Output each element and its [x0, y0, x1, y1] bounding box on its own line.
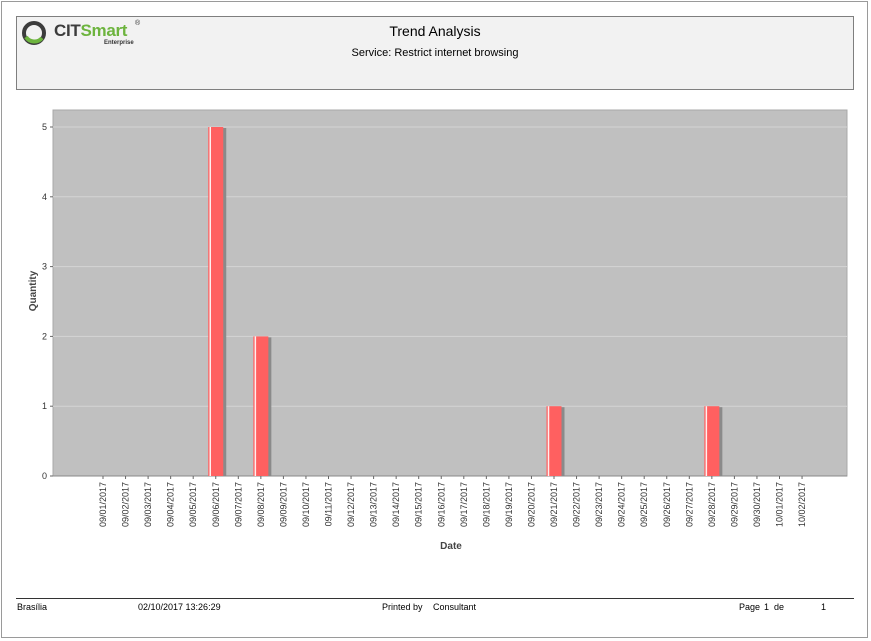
y-tick-label: 3	[42, 262, 47, 272]
y-tick-label: 2	[42, 331, 47, 341]
x-tick-label: 09/11/2017	[324, 482, 334, 526]
x-tick-label: 09/20/2017	[526, 482, 536, 527]
x-tick-label: 09/18/2017	[481, 482, 491, 527]
x-tick-label: 09/15/2017	[414, 482, 424, 527]
footer-divider	[16, 598, 854, 599]
x-tick-label: 09/01/2017	[98, 482, 108, 527]
y-tick-label: 5	[42, 122, 47, 132]
plot-area	[53, 110, 847, 476]
y-tick-label: 1	[42, 401, 47, 411]
footer-page-total: 1	[821, 602, 826, 612]
x-tick-label: 09/29/2017	[729, 482, 739, 527]
footer-location: Brasília	[17, 602, 47, 612]
footer-printed-by-label: Printed by	[382, 602, 423, 612]
x-tick-label: 09/05/2017	[188, 482, 198, 527]
x-tick-label: 09/16/2017	[436, 482, 446, 527]
x-tick-label: 09/30/2017	[752, 482, 762, 527]
x-tick-label: 09/24/2017	[617, 482, 627, 527]
footer-page-number: 1	[764, 602, 769, 612]
x-tick-label: 09/17/2017	[459, 482, 469, 527]
x-tick-label: 09/06/2017	[211, 482, 221, 527]
trend-chart: 0 1 2 3 4 5 09/01/2017 09/02/2017 09/03/2017 09/0…	[0, 0, 871, 600]
x-tick-label: 09/27/2017	[684, 482, 694, 527]
x-tick-label: 09/12/2017	[346, 482, 356, 527]
x-axis-title: Date	[440, 541, 462, 552]
x-tick-label: 09/14/2017	[391, 482, 401, 527]
x-tick-label: 09/21/2017	[549, 482, 559, 527]
x-tick-label: 09/28/2017	[707, 482, 717, 527]
x-tick-label: 09/02/2017	[121, 482, 131, 527]
x-tick-label: 09/03/2017	[143, 482, 153, 527]
x-tick-label: 10/01/2017	[775, 482, 785, 527]
y-tick-label: 0	[42, 471, 47, 481]
x-tick-label: 09/10/2017	[301, 482, 311, 527]
x-tick-label: 09/19/2017	[504, 482, 514, 527]
x-tick-label: 09/13/2017	[369, 482, 379, 527]
x-tick-label: 09/04/2017	[166, 482, 176, 527]
x-tick-label: 09/26/2017	[662, 482, 672, 527]
footer-page-label: Page	[739, 602, 760, 612]
footer-printed-by: Consultant	[433, 602, 476, 612]
x-tick-label: 09/09/2017	[278, 482, 288, 527]
y-axis-title: Quantity	[28, 270, 39, 311]
y-tick-label: 4	[42, 192, 47, 202]
x-tick-label: 10/02/2017	[797, 482, 807, 527]
footer-of-label: de	[774, 602, 784, 612]
x-tick-label: 09/08/2017	[256, 482, 266, 527]
x-tick-label: 09/22/2017	[572, 482, 582, 527]
footer-datetime: 02/10/2017 13:26:29	[138, 602, 221, 612]
x-tick-label: 09/07/2017	[233, 482, 243, 527]
x-tick-label: 09/23/2017	[594, 482, 604, 527]
x-tick-label: 09/25/2017	[639, 482, 649, 527]
